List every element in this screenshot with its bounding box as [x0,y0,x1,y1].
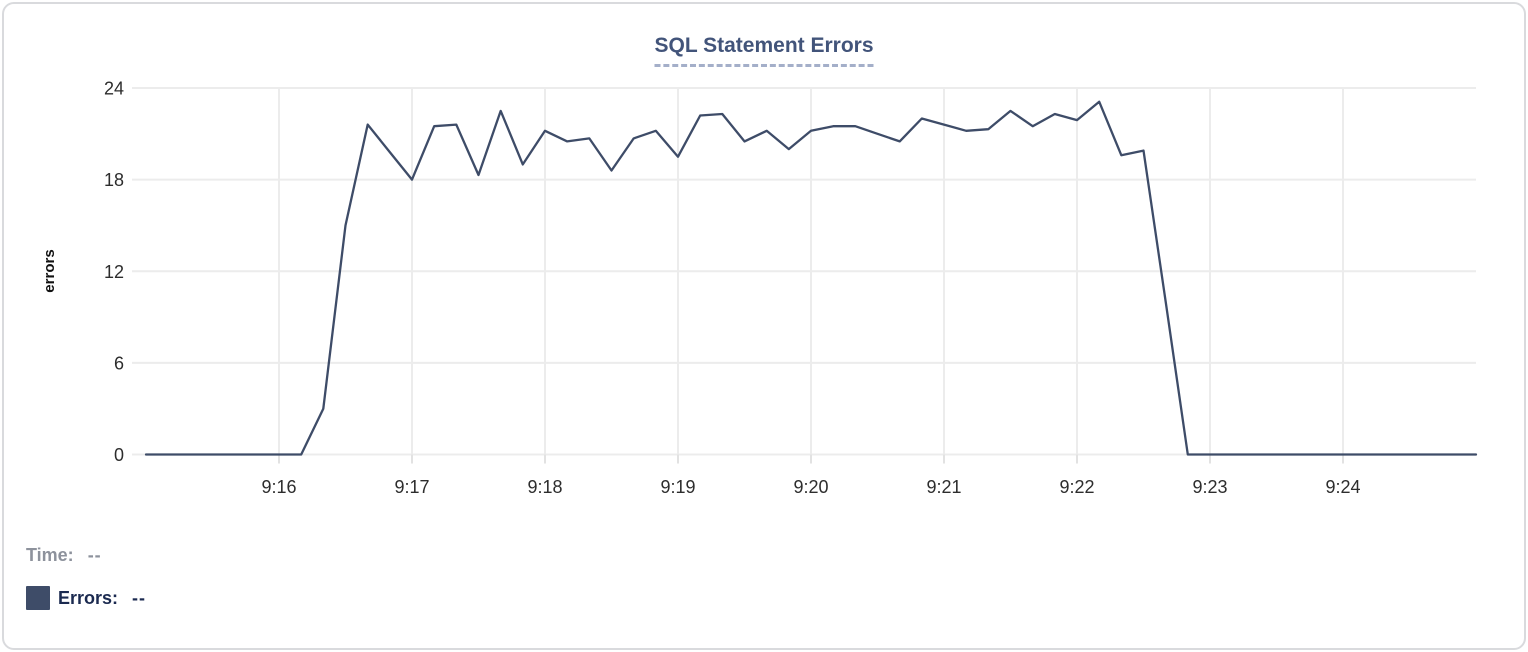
x-tick-label: 9:22 [1059,477,1094,497]
y-tick-label: 18 [104,170,124,190]
x-tick-label: 9:20 [793,477,828,497]
y-gridlines [132,87,1476,456]
errors-color-swatch [26,586,50,610]
x-tick-label: 9:16 [261,477,296,497]
errors-value: -- [132,587,147,608]
tooltip-time-row: Time: -- [26,545,102,566]
time-value: -- [87,545,102,565]
errors-series-line [144,100,1478,456]
y-tick-label: 12 [104,262,124,282]
time-label: Time: [26,545,74,565]
x-tick-label: 9:24 [1325,477,1360,497]
x-tick-label: 9:17 [394,477,429,497]
chart-title[interactable]: SQL Statement Errors [654,34,874,67]
x-tick-label: 9:23 [1192,477,1227,497]
y-tick-label: 24 [104,79,124,99]
x-tick-label: 9:21 [926,477,961,497]
x-gridlines [278,88,1344,455]
errors-label: Errors: [58,587,119,608]
y-axis-labels: 0 6 12 18 24 [104,79,124,466]
legend-errors-row[interactable]: Errors: -- [26,586,146,610]
x-tick-label: 9:18 [527,477,562,497]
y-tick-label: 6 [114,353,124,373]
x-axis-ticks [278,454,1344,464]
x-tick-label: 9:19 [660,477,695,497]
errors-line-chart[interactable]: 0 6 12 18 24 9:16 9:17 9:18 9:19 9:20 9:21 9:22 9:23… [4,4,1528,516]
x-axis-labels: 9:16 9:17 9:18 9:19 9:20 9:21 9:22 9:23 9:24 [261,477,1360,497]
y-axis-title: errors [41,249,58,292]
y-tick-label: 0 [114,445,124,465]
